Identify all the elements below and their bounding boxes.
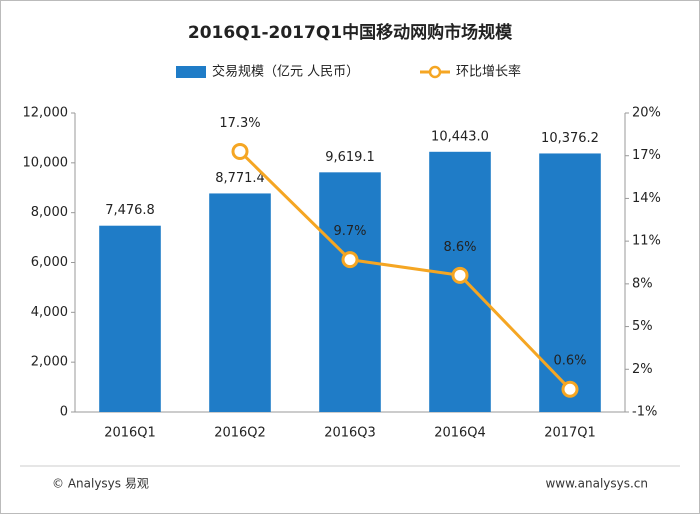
data-label: 7,476.8 bbox=[105, 203, 155, 218]
y-tick-label: 10,000 bbox=[23, 155, 69, 170]
x-tick-label: 2017Q1 bbox=[544, 426, 596, 441]
line-marker bbox=[231, 142, 249, 160]
y2-tick-label: 17% bbox=[632, 148, 661, 163]
data-label: 9.7% bbox=[333, 224, 366, 239]
y2-tick-label: 14% bbox=[632, 191, 661, 206]
y2-tick-label: 20% bbox=[632, 106, 661, 121]
legend-swatch bbox=[176, 66, 206, 78]
line-marker bbox=[451, 266, 469, 284]
y2-tick-label: 2% bbox=[632, 362, 653, 377]
y-tick-label: 6,000 bbox=[31, 255, 68, 270]
x-tick-label: 2016Q4 bbox=[434, 426, 486, 441]
data-label: 8,771.4 bbox=[215, 171, 265, 186]
data-label: 10,376.2 bbox=[541, 131, 599, 146]
data-label: 9,619.1 bbox=[325, 150, 375, 165]
x-tick-label: 2016Q2 bbox=[214, 426, 266, 441]
bar bbox=[209, 193, 271, 412]
x-tick-label: 2016Q3 bbox=[324, 426, 376, 441]
y-tick-label: 0 bbox=[60, 405, 68, 420]
bar bbox=[319, 172, 381, 412]
line-marker bbox=[561, 380, 579, 398]
y-tick-label: 12,000 bbox=[23, 106, 69, 121]
y-tick-label: 4,000 bbox=[31, 305, 68, 320]
y2-tick-label: -1% bbox=[632, 405, 657, 420]
y2-tick-label: 5% bbox=[632, 319, 653, 334]
data-label: 0.6% bbox=[553, 354, 586, 369]
y2-tick-label: 11% bbox=[632, 234, 661, 249]
y2-tick-label: 8% bbox=[632, 276, 653, 291]
bar bbox=[99, 225, 161, 412]
data-label: 17.3% bbox=[219, 116, 260, 131]
line bbox=[238, 150, 572, 391]
line-marker bbox=[341, 251, 359, 269]
data-label: 10,443.0 bbox=[431, 129, 489, 144]
footer-right: www.analysys.cn bbox=[545, 477, 648, 491]
legend-label: 环比增长率 bbox=[456, 64, 521, 80]
y-tick-label: 2,000 bbox=[31, 355, 68, 370]
legend-label: 交易规模（亿元 人民币） bbox=[212, 64, 359, 80]
footer-left: © Analysys 易观 bbox=[52, 477, 149, 491]
bar bbox=[539, 153, 601, 412]
chart-title: 2016Q1-2017Q1中国移动网购市场规模 bbox=[188, 22, 513, 43]
y-tick-label: 8,000 bbox=[31, 205, 68, 220]
legend-swatch bbox=[428, 65, 442, 79]
x-tick-label: 2016Q1 bbox=[104, 426, 156, 441]
data-label: 8.6% bbox=[443, 240, 476, 255]
